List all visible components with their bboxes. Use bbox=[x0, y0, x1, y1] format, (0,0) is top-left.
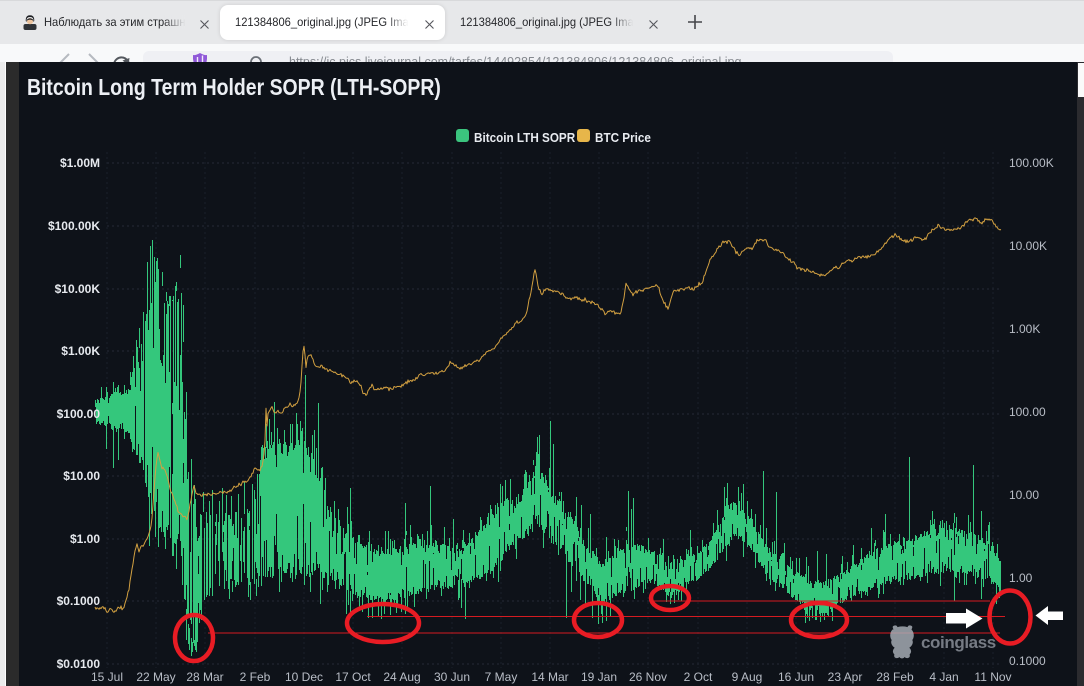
svg-text:9 Aug: 9 Aug bbox=[732, 670, 763, 684]
svg-text:11 Nov: 11 Nov bbox=[974, 670, 1011, 684]
svg-text:19 Jan: 19 Jan bbox=[581, 670, 617, 684]
svg-text:7 May: 7 May bbox=[485, 670, 518, 684]
svg-text:10.00K: 10.00K bbox=[1009, 239, 1047, 253]
svg-text:$0.0100: $0.0100 bbox=[57, 657, 101, 671]
svg-text:0.1000: 0.1000 bbox=[1009, 654, 1046, 668]
svg-text:$0.1000: $0.1000 bbox=[57, 594, 101, 608]
svg-text:4 Jan: 4 Jan bbox=[929, 670, 958, 684]
svg-text:10 Dec: 10 Dec bbox=[285, 670, 323, 684]
svg-text:$100.00: $100.00 bbox=[57, 407, 101, 421]
svg-text:26 Nov: 26 Nov bbox=[629, 670, 667, 684]
svg-text:100.00K: 100.00K bbox=[1009, 156, 1054, 170]
svg-text:28 Mar: 28 Mar bbox=[186, 670, 223, 684]
svg-text:15 Jul: 15 Jul bbox=[91, 670, 123, 684]
svg-text:10.00: 10.00 bbox=[1009, 488, 1039, 502]
svg-text:1.00K: 1.00K bbox=[1009, 322, 1040, 336]
svg-text:16 Jun: 16 Jun bbox=[778, 670, 814, 684]
svg-text:2 Feb: 2 Feb bbox=[240, 670, 271, 684]
svg-text:$10.00: $10.00 bbox=[63, 469, 100, 483]
svg-text:30 Jun: 30 Jun bbox=[434, 670, 470, 684]
svg-text:24 Aug: 24 Aug bbox=[383, 670, 420, 684]
svg-text:17 Oct: 17 Oct bbox=[335, 670, 371, 684]
svg-text:$1.00: $1.00 bbox=[70, 532, 100, 546]
svg-text:2 Oct: 2 Oct bbox=[684, 670, 713, 684]
svg-text:coinglass: coinglass bbox=[921, 633, 996, 652]
svg-text:100.00: 100.00 bbox=[1009, 405, 1046, 419]
svg-text:1.00: 1.00 bbox=[1009, 571, 1033, 585]
svg-text:$10.00K: $10.00K bbox=[55, 282, 101, 296]
svg-text:23 Apr: 23 Apr bbox=[828, 670, 863, 684]
svg-text:$100.00K: $100.00K bbox=[48, 219, 100, 233]
svg-text:$1.00K: $1.00K bbox=[61, 344, 100, 358]
svg-text:14 Mar: 14 Mar bbox=[531, 670, 568, 684]
svg-text:22 May: 22 May bbox=[136, 670, 175, 684]
svg-text:$1.00M: $1.00M bbox=[60, 156, 100, 170]
svg-text:28 Feb: 28 Feb bbox=[876, 670, 914, 684]
